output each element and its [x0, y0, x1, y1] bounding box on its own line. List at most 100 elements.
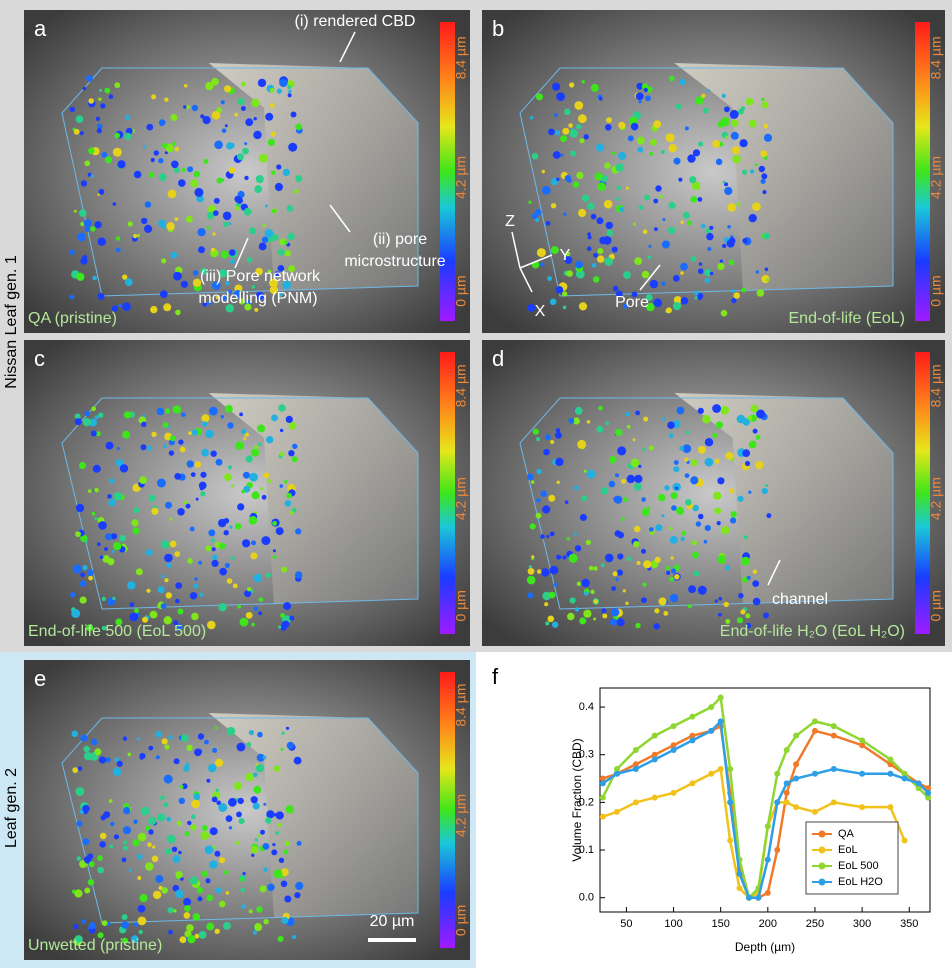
pore — [201, 414, 210, 423]
data-point — [764, 889, 771, 896]
pore — [145, 549, 153, 556]
pore — [91, 511, 96, 516]
pore — [112, 147, 122, 157]
axis-label: X — [535, 303, 546, 320]
pore — [536, 93, 543, 101]
pore — [254, 307, 259, 312]
pore — [277, 265, 285, 272]
pore — [273, 765, 280, 772]
pore — [526, 575, 536, 585]
pore — [725, 619, 731, 624]
annotation: (iii) Pore network — [200, 268, 321, 285]
pore — [87, 879, 95, 886]
pore — [269, 278, 278, 288]
pore — [157, 586, 165, 594]
pore — [611, 246, 618, 253]
pore — [240, 887, 245, 893]
pore — [739, 139, 748, 148]
pore — [605, 124, 612, 131]
pore — [669, 576, 675, 582]
pore — [763, 232, 770, 240]
pore — [95, 116, 101, 122]
pore — [653, 298, 663, 308]
pore — [755, 270, 760, 274]
pore — [712, 404, 721, 413]
pore — [186, 744, 193, 751]
pore — [283, 849, 289, 855]
arrow — [339, 31, 356, 63]
pore — [206, 778, 211, 783]
sample-box — [61, 67, 419, 297]
pore — [186, 215, 193, 223]
pore — [181, 734, 189, 742]
pore — [536, 437, 540, 442]
panel-letter: e — [34, 666, 46, 691]
pore — [82, 804, 90, 813]
pore — [131, 935, 139, 943]
pore — [670, 556, 674, 560]
pore — [155, 755, 160, 760]
pore — [665, 307, 672, 314]
data-point — [901, 837, 908, 844]
pore — [748, 119, 757, 128]
pore — [113, 492, 122, 501]
pore — [545, 621, 550, 626]
legend-swatch — [818, 878, 826, 886]
pore — [641, 597, 647, 604]
pore — [252, 802, 260, 810]
pore — [237, 797, 244, 805]
pore — [541, 169, 545, 174]
pore — [706, 89, 710, 92]
pore — [148, 829, 154, 835]
pore — [215, 458, 223, 466]
data-point — [764, 856, 771, 863]
pore — [191, 429, 198, 436]
pore — [692, 504, 699, 512]
pore — [148, 745, 154, 751]
pore — [704, 457, 714, 467]
pore — [177, 608, 184, 615]
pore — [730, 517, 737, 524]
pore — [105, 757, 111, 763]
pore — [125, 127, 133, 135]
pore — [641, 497, 646, 502]
data-point — [793, 761, 800, 768]
pore — [610, 607, 620, 617]
pore — [279, 451, 285, 457]
pore — [731, 119, 739, 127]
pore — [194, 461, 202, 468]
pore — [170, 251, 178, 259]
data-point — [774, 799, 781, 806]
pore — [246, 742, 252, 747]
pore — [667, 421, 675, 430]
pore — [555, 286, 564, 294]
pore — [146, 123, 154, 131]
pore — [220, 415, 224, 419]
pore — [583, 134, 589, 140]
y-tick-label: 0.2 — [579, 796, 594, 808]
pore — [110, 533, 118, 540]
pore — [211, 547, 216, 552]
data-point — [689, 737, 696, 744]
pore — [616, 197, 620, 201]
pore — [244, 175, 249, 181]
pore — [292, 443, 298, 449]
pore — [244, 303, 252, 311]
pore — [540, 490, 547, 498]
pore — [99, 832, 107, 840]
pore — [279, 78, 288, 88]
pore — [187, 935, 196, 944]
pore — [530, 480, 535, 484]
pore — [161, 738, 168, 745]
pore — [103, 811, 111, 819]
pore — [141, 421, 147, 427]
pore — [219, 567, 228, 576]
pore — [119, 464, 129, 473]
pore — [252, 930, 257, 935]
pore — [625, 601, 629, 605]
colorbar-tick-label: 8.4 µm — [928, 36, 944, 79]
pore — [634, 257, 642, 265]
pore — [173, 271, 182, 281]
pore — [238, 818, 245, 825]
pore — [257, 834, 261, 838]
